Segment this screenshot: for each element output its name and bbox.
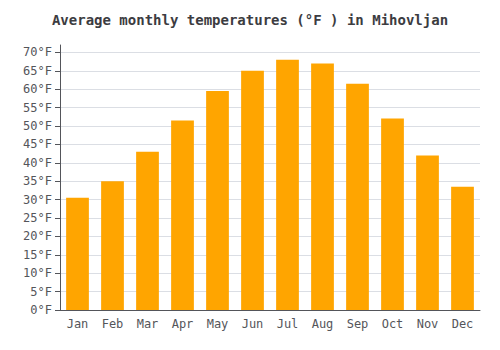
svg-text:Jul: Jul [277, 317, 299, 331]
svg-text:Jan: Jan [67, 317, 89, 331]
svg-text:0°F: 0°F [30, 303, 52, 317]
svg-text:Oct: Oct [382, 317, 404, 331]
svg-text:50°F: 50°F [23, 119, 52, 133]
svg-text:10°F: 10°F [23, 266, 52, 280]
svg-text:Apr: Apr [172, 317, 194, 331]
svg-text:Feb: Feb [102, 317, 124, 331]
svg-text:Nov: Nov [417, 317, 439, 331]
svg-text:5°F: 5°F [30, 285, 52, 299]
svg-text:Jun: Jun [242, 317, 264, 331]
svg-text:Dec: Dec [452, 317, 474, 331]
svg-text:25°F: 25°F [23, 211, 52, 225]
svg-text:35°F: 35°F [23, 174, 52, 188]
svg-text:Aug: Aug [312, 317, 334, 331]
svg-text:20°F: 20°F [23, 229, 52, 243]
svg-text:Average monthly temperatures (: Average monthly temperatures (°F ) in Mi… [52, 12, 448, 28]
svg-text:40°F: 40°F [23, 156, 52, 170]
svg-text:30°F: 30°F [23, 193, 52, 207]
svg-text:55°F: 55°F [23, 101, 52, 115]
svg-text:70°F: 70°F [23, 45, 52, 59]
svg-text:60°F: 60°F [23, 82, 52, 96]
svg-text:45°F: 45°F [23, 137, 52, 151]
svg-text:65°F: 65°F [23, 64, 52, 78]
svg-text:Sep: Sep [347, 317, 369, 331]
svg-text:May: May [207, 317, 229, 331]
svg-text:15°F: 15°F [23, 248, 52, 262]
svg-text:Mar: Mar [137, 317, 159, 331]
